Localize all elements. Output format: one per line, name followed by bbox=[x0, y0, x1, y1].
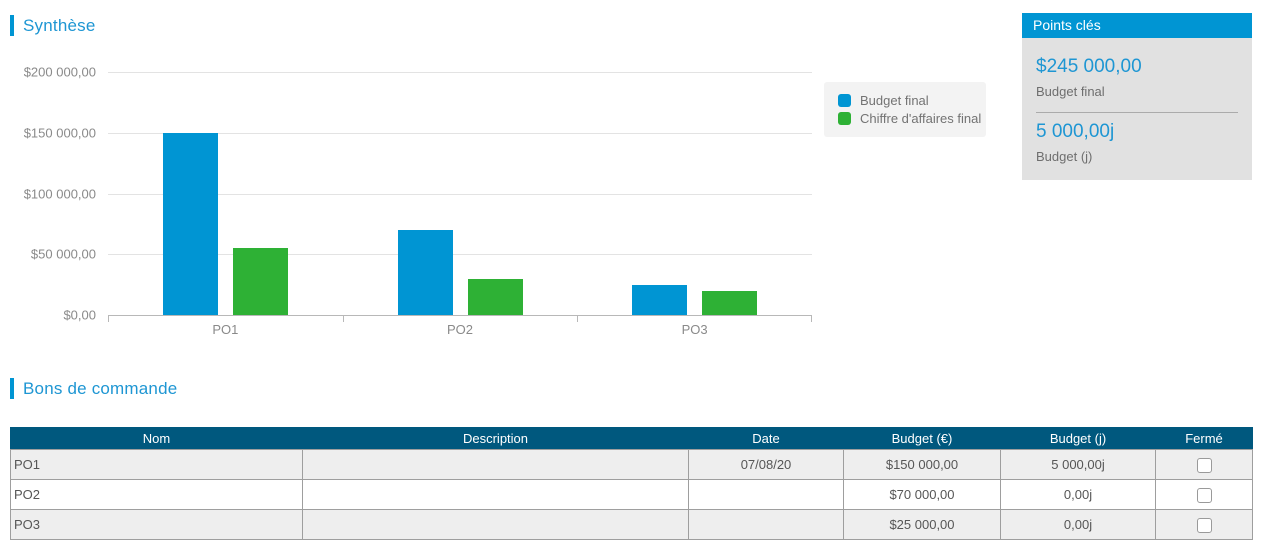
x-axis-tick bbox=[108, 315, 109, 322]
legend-item-budget-final[interactable]: Budget final bbox=[838, 93, 974, 108]
legend-swatch-icon bbox=[838, 112, 851, 125]
x-axis-label-po3: PO3 bbox=[681, 322, 708, 337]
points-cles-body: $245 000,00 Budget final 5 000,00j Budge… bbox=[1022, 38, 1252, 180]
legend-label: Budget final bbox=[860, 93, 929, 108]
cell-budget-eur: $70 000,00 bbox=[843, 479, 1001, 510]
gridline bbox=[108, 193, 812, 195]
table-header-row: Nom Description Date Budget (€) Budget (… bbox=[10, 427, 1253, 450]
cell-ferme bbox=[1155, 509, 1253, 540]
x-axis-tick bbox=[577, 315, 579, 322]
synthese-section-header: Synthèse bbox=[10, 15, 95, 36]
bar-budget-final-po2[interactable] bbox=[397, 229, 453, 315]
bar-budget-final-po3[interactable] bbox=[632, 284, 688, 315]
bons-title: Bons de commande bbox=[23, 378, 178, 398]
purchase-orders-table: Nom Description Date Budget (€) Budget (… bbox=[10, 427, 1253, 540]
x-axis-label-po1: PO1 bbox=[212, 322, 239, 337]
ferme-checkbox[interactable] bbox=[1196, 457, 1212, 473]
cell-description bbox=[302, 479, 689, 510]
y-axis-label: $150 000,00 bbox=[23, 125, 96, 141]
chart-legend: Budget final Chiffre d'affaires final bbox=[824, 82, 986, 137]
bons-section-header: Bons de commande bbox=[10, 378, 177, 399]
header-budget-eur: Budget (€) bbox=[843, 427, 1001, 450]
points-cles-header: Points clés bbox=[1022, 13, 1252, 38]
cell-budget-j: 0,00j bbox=[1000, 509, 1156, 540]
header-nom: Nom bbox=[10, 427, 303, 450]
gridline bbox=[108, 254, 812, 256]
cell-ferme bbox=[1155, 449, 1253, 480]
gridline bbox=[108, 132, 812, 134]
cell-nom: PO2 bbox=[10, 479, 303, 510]
y-axis-label: $200 000,00 bbox=[23, 64, 96, 80]
ferme-checkbox[interactable] bbox=[1196, 487, 1212, 503]
cell-nom: PO3 bbox=[10, 509, 303, 540]
chart-plot-area: PO1 PO2 PO3 bbox=[108, 72, 812, 337]
legend-item-chiffre-d-affaires-final[interactable]: Chiffre d'affaires final bbox=[838, 111, 981, 126]
ferme-checkbox[interactable] bbox=[1196, 517, 1212, 533]
accent-bar bbox=[10, 378, 14, 399]
points-cles-panel: Points clés $245 000,00 Budget final 5 0… bbox=[1022, 13, 1252, 180]
points-cles-value-budget-j: 5 000,00j bbox=[1036, 121, 1115, 142]
chart-y-axis: $0,00 $50 000,00 $100 000,00 $150 000,00 $20… bbox=[0, 65, 96, 323]
header-budget-j: Budget (j) bbox=[1000, 427, 1156, 450]
x-axis-tick bbox=[342, 315, 344, 322]
cell-date bbox=[688, 509, 844, 540]
header-description: Description bbox=[302, 427, 689, 450]
y-axis-label: $0,00 bbox=[63, 307, 96, 323]
bar-chiffre-d-affaires-final-po2[interactable] bbox=[467, 278, 523, 315]
cell-description bbox=[302, 449, 689, 480]
synthese-title: Synthèse bbox=[23, 15, 96, 35]
cell-ferme bbox=[1155, 479, 1253, 510]
x-axis-label-po2: PO2 bbox=[446, 322, 473, 337]
cell-budget-eur: $25 000,00 bbox=[843, 509, 1001, 540]
header-ferme: Fermé bbox=[1155, 427, 1253, 450]
bar-chiffre-d-affaires-final-po1[interactable] bbox=[232, 248, 288, 315]
cell-description bbox=[302, 509, 689, 540]
points-cles-value-budget-final: $245 000,00 bbox=[1036, 56, 1142, 77]
legend-swatch-icon bbox=[838, 94, 851, 107]
y-axis-label: $100 000,00 bbox=[23, 186, 96, 201]
table-row: PO2 $70 000,00 0,00j bbox=[10, 479, 1253, 510]
legend-label: Chiffre d'affaires final bbox=[860, 111, 982, 126]
accent-bar bbox=[10, 15, 14, 36]
bar-chiffre-d-affaires-final-po3[interactable] bbox=[702, 290, 758, 315]
gridline bbox=[108, 72, 812, 73]
points-cles-label-budget-j: Budget (j) bbox=[1036, 149, 1093, 164]
table-row: PO1 07/08/20 $150 000,00 5 000,00j bbox=[10, 449, 1253, 480]
cell-budget-j: 0,00j bbox=[1000, 479, 1156, 510]
header-date: Date bbox=[688, 427, 844, 450]
bar-budget-final-po1[interactable] bbox=[162, 132, 218, 315]
cell-date: 07/08/20 bbox=[688, 449, 844, 480]
points-cles-label-budget-final: Budget final bbox=[1036, 84, 1105, 99]
x-axis-tick bbox=[811, 315, 812, 322]
cell-budget-j: 5 000,00j bbox=[1000, 449, 1156, 480]
synthese-bar-chart: $0,00 $50 000,00 $100 000,00 $150 000,00 $20… bbox=[0, 65, 986, 337]
points-cles-divider bbox=[1036, 112, 1238, 113]
y-axis-label: $50 000,00 bbox=[30, 246, 96, 262]
table-row: PO3 $25 000,00 0,00j bbox=[10, 509, 1253, 540]
cell-nom: PO1 bbox=[10, 449, 303, 480]
cell-date bbox=[688, 479, 844, 510]
cell-budget-eur: $150 000,00 bbox=[843, 449, 1001, 480]
